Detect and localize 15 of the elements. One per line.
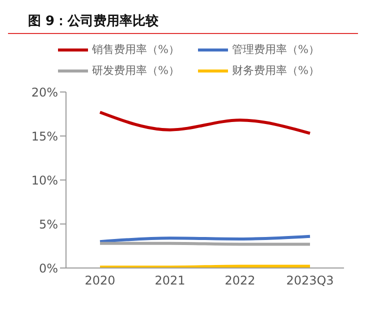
- legend-label: 财务费用率（%）: [232, 63, 320, 78]
- chart-title: 图 9：公司费用率比较: [8, 8, 358, 34]
- x-tick-label: 2022: [224, 274, 256, 288]
- y-tick-label: 10%: [31, 173, 58, 188]
- legend-label: 销售费用率（%）: [92, 42, 180, 57]
- y-tick-label: 0%: [38, 261, 58, 276]
- x-tick-label: 2020: [84, 274, 116, 288]
- x-tick-label: 2023Q3: [286, 274, 334, 288]
- y-tick-label: 20%: [31, 85, 58, 100]
- line-series: [98, 110, 312, 135]
- y-tick-label: 15%: [31, 129, 58, 144]
- legend-label: 管理费用率（%）: [232, 42, 320, 57]
- x-tick-label: 2021: [154, 274, 186, 288]
- legend-label: 研发费用率（%）: [92, 63, 180, 78]
- y-tick-label: 5%: [38, 217, 58, 232]
